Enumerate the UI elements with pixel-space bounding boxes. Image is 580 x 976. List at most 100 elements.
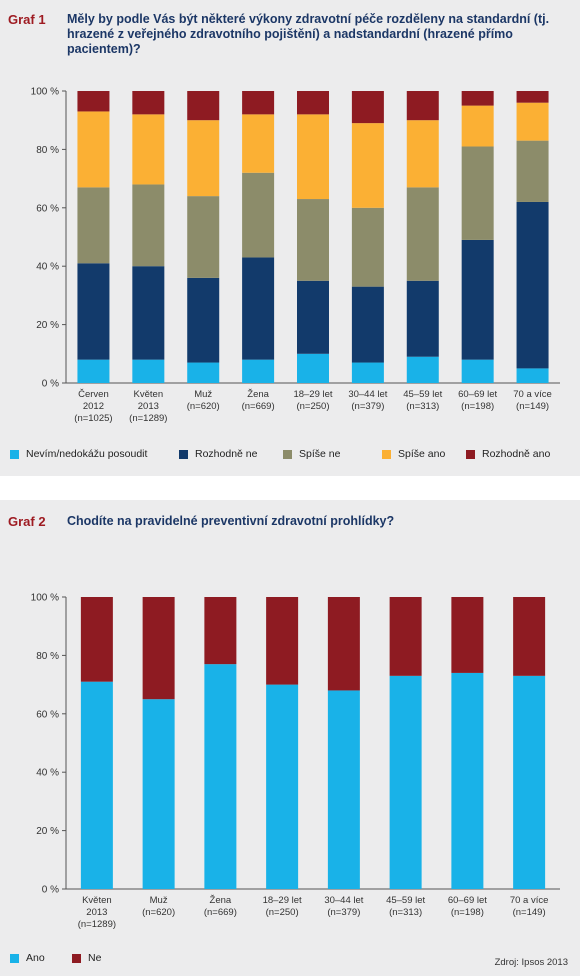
bar-segment <box>327 597 360 691</box>
x-category-label: 18–29 let <box>293 389 332 400</box>
chart-panel-2: Graf 2 Chodíte na pravidelné preventivní… <box>0 500 580 976</box>
bar-segment <box>266 597 299 685</box>
bar-segment <box>77 111 110 188</box>
bar-segment <box>77 91 110 112</box>
x-category-label: 30–44 let <box>324 895 363 906</box>
x-category-label: (n=1289) <box>129 413 167 424</box>
legend-label: Rozhodně ne <box>195 448 258 460</box>
bar-segment <box>513 675 546 889</box>
x-category-label: (n=1025) <box>74 413 112 424</box>
bar-segment <box>451 672 484 889</box>
bar-segment <box>461 146 494 240</box>
y-tick-label: 100 % <box>31 87 59 98</box>
x-category-label: (n=198) <box>461 401 494 412</box>
bar-segment <box>461 105 494 147</box>
bar-segment <box>297 280 329 354</box>
x-category-label: (n=669) <box>242 401 275 412</box>
x-category-label: 2013 <box>138 401 159 412</box>
bar-segment <box>187 91 220 121</box>
x-category-label: Žena <box>247 389 269 400</box>
x-category-label: Květen <box>134 389 164 400</box>
bar-segment <box>187 120 220 197</box>
legend-swatch <box>466 449 475 459</box>
bar-segment <box>351 286 384 363</box>
x-category-label: (n=198) <box>451 907 484 918</box>
bar-segment <box>461 239 494 360</box>
legend-label: Nevím/nedokážu posoudit <box>26 448 148 460</box>
chart-2-plot: 0 % 20 % 40 % 60 % 80 % 100 % Květen2013(n=128… <box>31 593 560 930</box>
y-tick-label: 100 % <box>31 593 59 604</box>
x-category-label: 45–59 let <box>386 895 425 906</box>
x-category-label: (n=149) <box>516 401 549 412</box>
x-category-label: Muž <box>194 389 212 400</box>
legend-item: Rozhodně ne <box>179 448 257 460</box>
bar-segment <box>204 664 237 889</box>
y-tick-label: 0 % <box>42 885 59 896</box>
y-tick-label: 20 % <box>36 826 59 837</box>
x-category-label: (n=620) <box>187 401 220 412</box>
bar-segment <box>406 187 439 281</box>
bar-segment <box>187 196 220 278</box>
x-category-label: (n=379) <box>351 401 384 412</box>
bar-segment <box>451 597 484 673</box>
legend-label: Ne <box>88 952 102 964</box>
legend-label: Spíše ano <box>398 448 446 460</box>
x-category-label: 70 a více <box>510 895 549 906</box>
x-category-label: (n=379) <box>327 907 360 918</box>
bar-segment <box>297 91 329 115</box>
bar-segment <box>142 597 175 700</box>
bar-segment <box>132 266 165 360</box>
bar-segment <box>142 699 175 889</box>
bar-segment <box>516 91 549 103</box>
x-category-label: (n=313) <box>389 907 422 918</box>
bar-segment <box>461 91 494 106</box>
bar-segment <box>327 690 360 889</box>
bar-segment <box>406 280 439 357</box>
bar-segment <box>297 114 329 200</box>
legend-item: Spíše ano <box>382 448 445 460</box>
legend-swatch <box>72 953 81 963</box>
legend-item: Ano <box>10 952 45 964</box>
legend-label: Spíše ne <box>299 448 341 460</box>
bar-segment <box>461 359 494 383</box>
bar-segment <box>187 277 220 363</box>
x-category-label: 45–59 let <box>403 389 442 400</box>
y-tick-label: 80 % <box>36 145 59 156</box>
bar-segment <box>351 207 384 287</box>
x-category-label: (n=250) <box>266 907 299 918</box>
chart-2-legend: Ano Ne <box>0 952 580 968</box>
bar-segment <box>513 597 546 676</box>
bar-segment <box>516 201 549 369</box>
y-tick-label: 20 % <box>36 320 59 331</box>
bar-segment <box>516 368 549 383</box>
x-category-label: 18–29 let <box>263 895 302 906</box>
chart-2-title: Chodíte na pravidelné preventivní zdravo… <box>67 514 395 528</box>
legend-swatch <box>283 449 292 459</box>
bar-segment <box>297 353 329 383</box>
bar-segment <box>242 91 275 115</box>
bar-segment <box>80 681 113 889</box>
legend-swatch <box>179 449 188 459</box>
x-category-label: (n=1289) <box>78 919 116 930</box>
bar-segment <box>406 356 439 383</box>
x-category-label: (n=149) <box>513 907 546 918</box>
bar-segment <box>132 114 165 185</box>
bar-segment <box>77 263 110 360</box>
y-tick-label: 40 % <box>36 768 59 779</box>
x-category-label: Květen <box>82 895 112 906</box>
bar-segment <box>351 362 384 383</box>
bar-segment <box>516 140 549 202</box>
legend-item: Ne <box>72 952 101 964</box>
source-note: Zdroj: Ipsos 2013 <box>494 957 568 968</box>
x-category-label: Červen <box>78 389 109 400</box>
bar-segment <box>351 123 384 208</box>
bar-segment <box>77 187 110 264</box>
chart-panel-1: Graf 1 Měly by podle Vás být některé výk… <box>0 0 580 476</box>
bar-segment <box>406 91 439 121</box>
legend-swatch <box>382 449 391 459</box>
y-tick-label: 40 % <box>36 262 59 273</box>
chart-1-title: Měly by podle Vás být některé výkony zdr… <box>67 12 550 56</box>
chart-1-plot: 0 % 20 % 40 % 60 % 80 % 100 % Červen2012(n=102… <box>31 87 560 424</box>
bar-segment <box>406 120 439 188</box>
bar-segment <box>132 359 165 383</box>
